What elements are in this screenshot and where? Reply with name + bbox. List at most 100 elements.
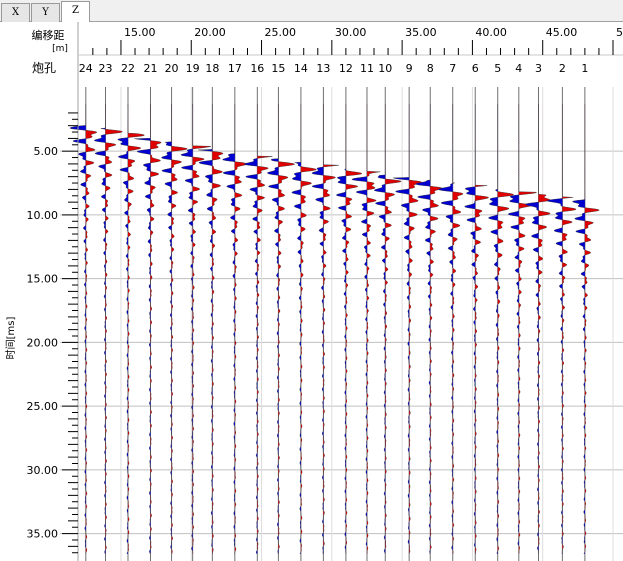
trace-21 <box>134 87 162 561</box>
trace-wiggle <box>546 103 577 554</box>
trace-wiggle <box>134 103 162 554</box>
shot-label-20: 20 <box>165 62 179 75</box>
trace-positive-fill <box>127 104 145 554</box>
trace-negative-fill <box>374 104 386 554</box>
trace-positive-fill <box>452 104 464 554</box>
shot-label-15: 15 <box>271 62 285 75</box>
x-tick-label: 50 <box>616 26 623 39</box>
trace-12 <box>336 87 363 561</box>
trace-negative-fill <box>488 104 498 554</box>
trace-2 <box>546 87 577 561</box>
trace-positive-fill <box>105 104 123 554</box>
shot-label-14: 14 <box>294 62 308 75</box>
shot-label-17: 17 <box>228 62 242 75</box>
shot-label-2: 2 <box>559 62 566 75</box>
trace-negative-fill <box>547 104 563 554</box>
trace-20 <box>161 87 188 561</box>
trace-wiggle <box>267 103 296 554</box>
trace-wiggle <box>572 103 600 554</box>
trace-9 <box>393 87 422 561</box>
trace-wiggle <box>488 103 514 554</box>
trace-wiggle <box>373 104 402 554</box>
x-tick-label: 25.00 <box>265 26 297 39</box>
trace-negative-fill <box>464 104 476 554</box>
shot-label-7: 7 <box>449 62 456 75</box>
trace-wiggle <box>198 104 224 554</box>
trace-negative-fill <box>572 104 585 554</box>
x-tick-label: 45.00 <box>546 26 578 39</box>
shot-row-label: 炮孔 <box>32 61 56 75</box>
trace-wiggle <box>117 103 145 554</box>
trace-wiggle <box>336 103 363 554</box>
trace-1 <box>572 87 600 561</box>
tab-x[interactable]: X <box>1 3 30 22</box>
trace-4 <box>507 87 537 561</box>
trace-wiggle <box>69 103 97 554</box>
trace-24 <box>69 87 97 561</box>
trace-wiggle <box>525 103 551 554</box>
trace-wiggle <box>180 103 212 554</box>
trace-13 <box>311 87 340 561</box>
trace-wiggle <box>161 103 188 554</box>
tab-y[interactable]: Y <box>31 3 60 22</box>
trace-negative-fill <box>311 104 324 554</box>
y-tick-label: 20.00 <box>27 336 59 349</box>
trace-wiggle <box>222 103 248 554</box>
trace-wiggle <box>243 103 273 554</box>
y-tick-label: 35.00 <box>27 528 59 541</box>
shot-label-16: 16 <box>250 62 264 75</box>
x-tick-label: 30.00 <box>335 26 367 39</box>
x-axis: 15.00 20.00 25.00 30.00 35.00 40.00 45.00 50 <box>92 26 623 55</box>
tab-z[interactable]: Z <box>61 1 90 23</box>
trace-15 <box>267 87 296 561</box>
y-axis: 5.00 10.00 15.00 20.00 25.00 30.00 35.00 <box>27 112 78 554</box>
shot-label-21: 21 <box>143 62 157 75</box>
trace-wiggle <box>311 103 340 554</box>
trace-8 <box>415 87 443 561</box>
tab-bar: X Y Z <box>0 0 623 23</box>
trace-11 <box>351 87 381 561</box>
trace-wiggle <box>464 103 489 554</box>
shot-label-10: 10 <box>378 62 392 75</box>
shot-label-11: 11 <box>360 62 374 75</box>
shot-label-13: 13 <box>316 62 330 75</box>
x-tick-label: 20.00 <box>194 26 226 39</box>
trace-wiggle <box>351 103 381 554</box>
trace-7 <box>438 87 464 561</box>
shot-label-9: 9 <box>406 62 413 75</box>
shot-label-22: 22 <box>121 62 135 75</box>
trace-5 <box>488 87 514 561</box>
x-tick-label: 40.00 <box>475 26 507 39</box>
shot-label-5: 5 <box>494 62 501 75</box>
trace-positive-fill <box>385 104 402 554</box>
x-tick-label: 35.00 <box>405 26 437 39</box>
trace-wiggle <box>507 103 537 554</box>
shot-label-19: 19 <box>186 62 200 75</box>
trace-22 <box>117 87 145 561</box>
trace-wiggle <box>393 104 422 554</box>
trace-6 <box>464 87 489 561</box>
trace-positive-fill <box>171 104 188 554</box>
trace-3 <box>525 87 551 561</box>
trace-positive-fill <box>85 104 97 554</box>
y-tick-label: 5.00 <box>34 145 59 158</box>
shot-label-8: 8 <box>427 62 434 75</box>
shot-label-4: 4 <box>515 62 522 75</box>
trace-wiggle <box>94 103 123 554</box>
trace-wiggle <box>415 103 443 554</box>
shot-label-24: 24 <box>79 62 93 75</box>
shot-label-23: 23 <box>98 62 112 75</box>
trace-positive-fill <box>497 104 514 554</box>
trace-16 <box>243 87 273 561</box>
y-tick-label: 10.00 <box>27 209 59 222</box>
shot-label-1: 1 <box>581 62 588 75</box>
trace-negative-fill <box>336 104 346 554</box>
y-tick-label: 30.00 <box>27 464 59 477</box>
x-tick-label: 15.00 <box>124 26 155 39</box>
trace-23 <box>94 87 123 561</box>
y-axis-label: 时间[ms] <box>4 317 17 360</box>
shot-labels-row: 24 23 22 21 20 19 18 17 16 15 14 13 12 11 10 9 8 7 6 5 4 3 2 1 <box>79 62 589 75</box>
trace-negative-fill <box>438 104 453 554</box>
x-axis-label: 编移距 <box>32 28 65 42</box>
